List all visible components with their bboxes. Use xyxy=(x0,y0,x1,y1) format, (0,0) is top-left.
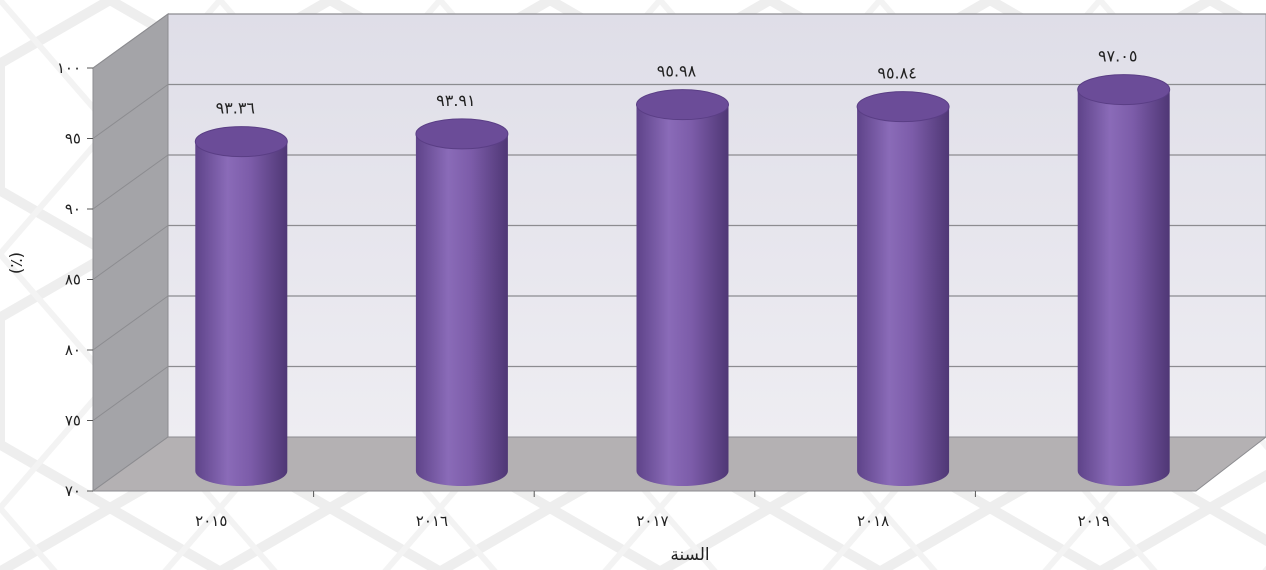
x-tick-label: ٢٠١٦ xyxy=(416,512,448,530)
y-tick-label: ٨٥ xyxy=(65,271,81,289)
x-tick-label: ٢٠١٥ xyxy=(195,512,227,530)
x-axis-title: السنة xyxy=(670,545,709,565)
data-label: ٩٣.٩١ xyxy=(436,91,475,110)
bar: ٩٣.٩١ xyxy=(415,91,509,487)
bar-top xyxy=(856,91,950,123)
y-tick-label: ٩٥ xyxy=(65,130,81,148)
data-label: ٩٥.٩٨ xyxy=(657,62,697,81)
data-label: ٩٧.٠٥ xyxy=(1098,47,1137,66)
x-axis-ticks: ٢٠١٥ ٢٠١٦ ٢٠١٧ ٢٠١٨ ٢٠١٩ xyxy=(195,491,1110,530)
gridline-side xyxy=(92,225,169,280)
bar-body xyxy=(857,106,950,487)
gridline-side xyxy=(92,84,169,139)
bar-body xyxy=(1077,89,1170,487)
bar: ٩٣.٣٦ xyxy=(194,99,288,487)
data-label: ٩٥.٨٤ xyxy=(877,64,916,83)
gridline-side xyxy=(92,154,169,210)
y-axis-title: (٪) xyxy=(7,252,27,274)
x-tick-label: ٢٠١٧ xyxy=(636,512,668,530)
x-tick-label: ٢٠١٩ xyxy=(1078,512,1110,530)
bar: ٩٥.٨٤ xyxy=(856,64,950,487)
y-tick-label: ٨٠ xyxy=(65,341,81,359)
bar-top xyxy=(1077,74,1171,106)
bar-top xyxy=(194,126,288,158)
bar-body xyxy=(636,104,729,487)
x-tick-label: ٢٠١٨ xyxy=(857,512,889,530)
bar-body xyxy=(415,133,508,487)
bar-body xyxy=(195,141,288,487)
bar-top xyxy=(636,89,729,121)
y-tick-label: ٧٥ xyxy=(65,412,81,430)
gridline-side xyxy=(92,295,169,351)
bar-top xyxy=(415,118,509,150)
gridline-side xyxy=(92,13,169,69)
bar-series: ٩٣.٣٦ ٩٣.٩١ ٩٥.٩٨ ٩٥.٨٤ ٩٧.٠٥ xyxy=(194,47,1171,487)
y-tick-label: ٩٠ xyxy=(65,200,81,218)
y-tick-label: ٧٠ xyxy=(65,482,81,500)
data-label: ٩٣.٣٦ xyxy=(216,99,255,118)
y-axis-ticks: ٧٠ ٧٥ ٨٠ ٨٥ ٩٠ ٩٥ ١٠٠ xyxy=(57,59,93,500)
gridline-side xyxy=(92,366,169,421)
bar: ٩٧.٠٥ xyxy=(1077,47,1171,487)
bar: ٩٥.٩٨ xyxy=(636,62,729,487)
y-tick-label: ١٠٠ xyxy=(57,59,81,77)
